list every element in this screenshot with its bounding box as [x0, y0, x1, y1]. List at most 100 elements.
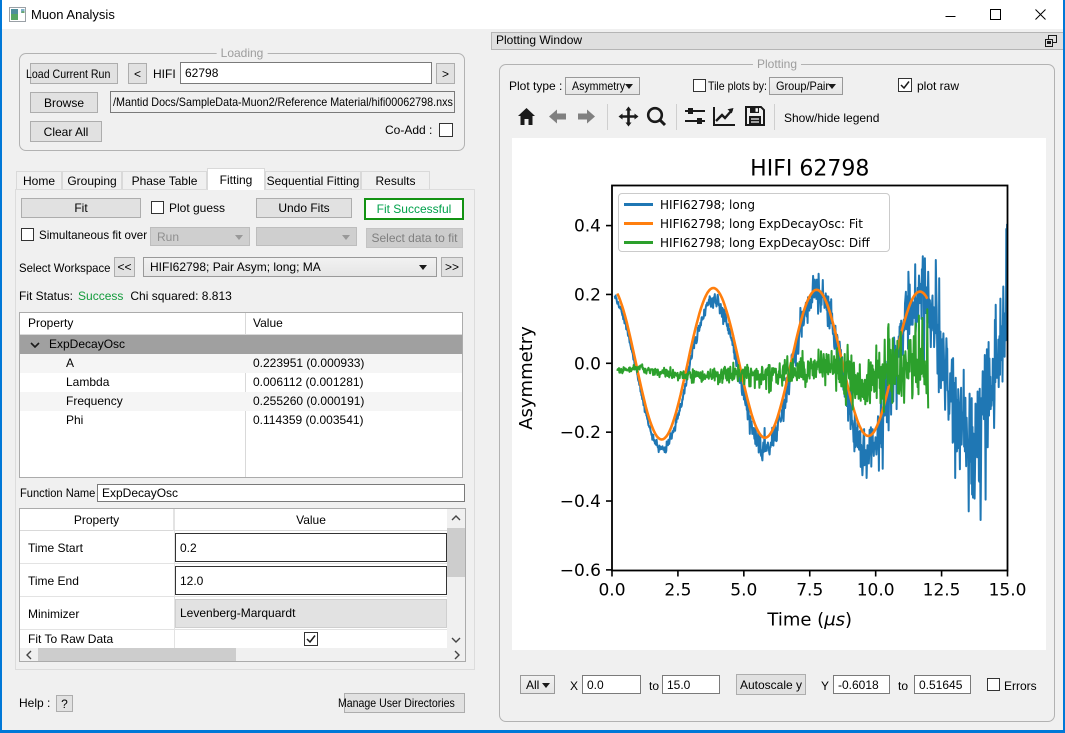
scroll-right-button[interactable] — [448, 648, 465, 661]
pan-button[interactable] — [618, 106, 639, 130]
help-button[interactable]: ? — [56, 695, 73, 712]
y-max-input[interactable] — [914, 675, 971, 694]
tab-fitting[interactable]: Fitting — [207, 168, 265, 190]
loading-group-title: Loading — [216, 46, 268, 61]
tile-plots-label: Tile plots by: — [708, 78, 767, 93]
scroll-up-button[interactable] — [447, 509, 465, 526]
tile-plots-checkbox[interactable] — [693, 79, 706, 92]
increment-run-button[interactable]: > — [436, 63, 455, 84]
pan-icon — [618, 106, 639, 127]
plot-guess-label: Plot guess — [169, 200, 226, 215]
decrement-run-button[interactable]: < — [128, 63, 147, 84]
autoscale-y-button[interactable]: Autoscale y — [736, 674, 806, 695]
function-group-row[interactable]: ExpDecayOsc — [20, 335, 462, 354]
tile-by-combo[interactable]: Group/Pair — [769, 77, 843, 95]
plot-raw-checkbox[interactable] — [898, 78, 912, 92]
forward-button[interactable] — [577, 108, 596, 128]
setting-row[interactable]: Time Start — [20, 531, 447, 564]
chi-squared: Chi squared: 8.813 — [130, 289, 232, 303]
previous-workspace-button[interactable]: << — [114, 257, 135, 277]
minimizer-combo[interactable]: Levenberg-Marquardt — [175, 599, 447, 628]
co-add-label: Co-Add : — [385, 123, 433, 137]
line-chart-icon — [713, 107, 735, 126]
tab-home[interactable]: Home — [16, 171, 62, 189]
fit-to-raw-checkbox[interactable] — [304, 632, 318, 646]
svg-text:10.0: 10.0 — [857, 581, 895, 601]
axes-options-button[interactable] — [712, 106, 736, 130]
setting-row[interactable]: Fit To Raw Data — [20, 630, 447, 648]
simultaneous-by-combo[interactable]: Run — [150, 227, 250, 246]
param-row[interactable]: Phi 0.114359 (0.003541) — [66, 413, 364, 427]
vscroll-thumb[interactable] — [447, 528, 465, 577]
browse-button[interactable]: Browse — [30, 92, 98, 113]
axis-scope-combo[interactable]: All — [520, 675, 555, 694]
run-number-input[interactable] — [180, 62, 432, 84]
next-workspace-button[interactable]: >> — [441, 257, 463, 277]
function-name-label: Function Name — [20, 486, 96, 500]
setting-row[interactable]: Time End — [20, 564, 447, 597]
param-row[interactable]: Lambda 0.006112 (0.001281) — [66, 375, 364, 389]
float-dock-button[interactable] — [1045, 35, 1057, 50]
parameters-header-row: Property Value — [20, 313, 462, 335]
collapse-chevron-icon — [30, 342, 40, 348]
simultaneous-fit-checkbox[interactable] — [21, 228, 34, 241]
simultaneous-selector-combo[interactable] — [256, 227, 357, 246]
save-icon — [745, 106, 765, 126]
manage-user-directories-button[interactable]: Manage User Directories — [338, 693, 465, 713]
setting-row[interactable]: Minimizer Levenberg-Marquardt — [20, 597, 447, 630]
svg-text:15.0: 15.0 — [989, 581, 1027, 601]
col-value: Value — [253, 316, 283, 330]
settings-col-value: Value — [174, 509, 448, 531]
zoom-button[interactable] — [646, 106, 667, 130]
fit-status-value: Success — [78, 289, 124, 303]
undo-fits-button[interactable]: Undo Fits — [256, 198, 352, 218]
fit-button[interactable]: Fit — [21, 198, 141, 218]
column-divider — [174, 509, 175, 648]
function-name-input[interactable] — [97, 484, 465, 502]
clear-all-button[interactable]: Clear All — [30, 121, 102, 142]
plot-legend[interactable]: HIFI62798; long HIFI62798; long ExpDecay… — [618, 193, 890, 252]
plot-type-combo[interactable]: Asymmetry — [565, 77, 640, 95]
plot-guess-checkbox[interactable] — [151, 201, 164, 214]
errors-checkbox[interactable] — [987, 678, 1000, 691]
fit-status-button[interactable]: Fit Successful — [364, 198, 464, 220]
scroll-left-button[interactable] — [20, 648, 37, 661]
tab-sequential-fitting[interactable]: Sequential Fitting — [265, 171, 361, 189]
home-button[interactable] — [517, 107, 536, 129]
legend-entry: HIFI62798; long ExpDecayOsc: Diff — [619, 233, 889, 252]
tab-phase-table[interactable]: Phase Table — [122, 171, 207, 189]
dropdown-arrow-icon — [828, 84, 836, 89]
scroll-down-button[interactable] — [447, 631, 465, 648]
tab-grouping[interactable]: Grouping — [62, 171, 122, 189]
tab-results[interactable]: Results — [361, 171, 430, 189]
time-end-input[interactable] — [175, 566, 447, 595]
param-row[interactable]: A 0.223951 (0.000933) — [20, 354, 462, 373]
co-add-checkbox[interactable] — [439, 123, 453, 137]
time-start-input[interactable] — [175, 533, 447, 562]
file-path-field[interactable]: /Mantid Docs/SampleData-Muon2/Reference … — [110, 91, 455, 113]
workspace-combo[interactable]: HIFI62798; Pair Asym; long; MA — [143, 257, 437, 277]
toolbar-separator — [607, 104, 608, 130]
select-workspace-label: Select Workspace — [19, 260, 111, 275]
window-border — [0, 0, 2, 733]
close-button[interactable] — [1018, 0, 1063, 29]
svg-text:−0.2: −0.2 — [560, 423, 601, 443]
save-button[interactable] — [745, 106, 765, 129]
svg-text:−0.6: −0.6 — [560, 561, 601, 581]
load-current-run-button[interactable]: Load Current Run — [26, 63, 118, 84]
maximize-button[interactable] — [973, 0, 1018, 29]
param-row[interactable]: Frequency 0.255260 (0.000191) — [20, 392, 462, 411]
y-min-input[interactable] — [833, 675, 890, 694]
hscroll-thumb[interactable] — [38, 648, 236, 661]
configure-subplots-button[interactable] — [684, 107, 706, 129]
x-max-input[interactable] — [662, 675, 720, 694]
asymmetry-chart: 0.0 2.5 5.0 7.5 10.0 12.5 15.0 −0.6 −0.4 −0.2 0.0 0… — [516, 157, 1027, 631]
select-data-to-fit-button[interactable]: Select data to fit — [366, 228, 463, 248]
toolbar-separator — [774, 104, 775, 130]
back-button[interactable] — [548, 108, 567, 128]
minimize-button[interactable] — [928, 0, 973, 29]
show-hide-legend-label[interactable]: Show/hide legend — [784, 110, 880, 125]
x-min-input[interactable] — [582, 675, 641, 694]
svg-text:0.2: 0.2 — [574, 285, 601, 305]
title-bar — [0, 0, 1065, 29]
